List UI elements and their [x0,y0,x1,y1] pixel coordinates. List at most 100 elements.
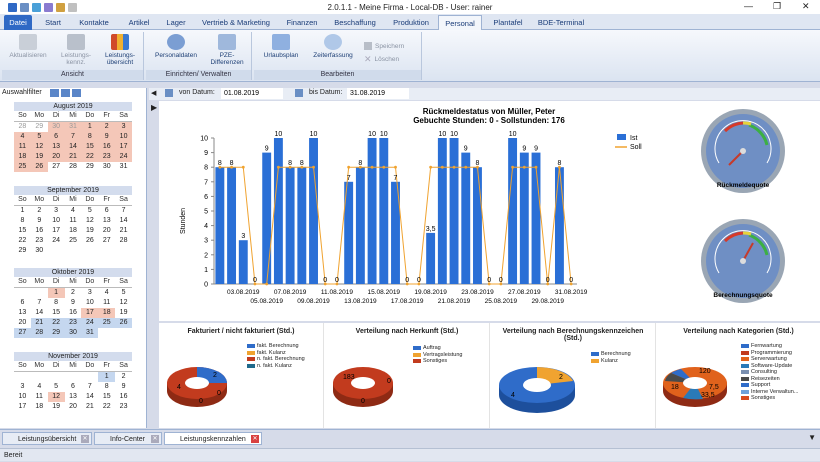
calendar-day[interactable]: 24 [52,237,61,244]
save-icon[interactable] [20,2,29,12]
filter-week-icon[interactable] [61,89,70,97]
calendar-day[interactable]: 16 [35,227,44,234]
calendar-day[interactable]: 3 [54,207,59,214]
calendar-day[interactable]: 11 [35,393,43,400]
calendar-day[interactable]: 23 [64,318,82,328]
calendar-day[interactable]: 7 [37,299,42,306]
calendar-day[interactable]: 6 [71,383,75,390]
calendar-day[interactable]: 17 [115,142,132,152]
calendar-day[interactable]: 8 [54,299,59,306]
calendar-day[interactable]: 9 [121,383,126,390]
calendar-day[interactable]: 23 [119,403,128,410]
calendar-day[interactable]: 6 [47,132,65,142]
calendar-day[interactable]: 27 [52,163,61,170]
close-tab-icon[interactable]: ✕ [251,435,259,443]
close-icon[interactable]: ✕ [802,1,810,11]
tab-finanzen[interactable]: Finanzen [286,18,318,27]
calendar-day[interactable]: 29 [18,247,27,254]
tab-lager[interactable]: Lager [166,18,186,27]
collapse-icon[interactable]: ◀ [151,90,157,97]
calendar-day[interactable]: 19 [85,227,94,234]
calendar-day[interactable]: 21 [64,152,82,162]
calendar-day[interactable]: 13 [102,217,111,224]
filter-day-icon[interactable] [50,89,59,97]
calendar-day[interactable]: 13 [69,393,77,400]
calendar-day[interactable]: 28 [30,328,48,338]
calendar-day[interactable]: 23 [35,237,44,244]
calendar-day[interactable]: 22 [47,318,65,328]
calendar-day[interactable]: 13 [18,309,27,316]
calendar-day[interactable]: 1 [98,372,116,382]
pze-differenzen-button[interactable]: PZE- Differenzen [206,34,248,66]
calendar-day[interactable]: 12 [119,299,128,306]
calendar-day[interactable]: 20 [18,319,27,326]
calendar-day[interactable]: 5 [121,289,126,296]
calendar-day[interactable]: 14 [35,309,44,316]
tab-kontakte[interactable]: Kontakte [79,18,109,27]
calendar-day[interactable]: 14 [64,142,82,152]
calendar-day[interactable]: 15 [81,142,99,152]
calendar-day[interactable]: 25 [69,237,77,244]
tab-vertrieb[interactable]: Vertrieb & Marketing [202,18,270,27]
calendar-day[interactable]: 10 [52,217,61,224]
calendar-day[interactable]: 8 [81,132,99,142]
calendar-day[interactable]: 25 [14,162,31,172]
refresh-button[interactable]: Aktualisieren [6,34,50,59]
calendar-day[interactable]: 15 [18,227,27,234]
calendar-day[interactable]: 4 [104,289,109,296]
von-datum-input[interactable] [221,88,283,99]
calendar-day[interactable]: 10 [18,393,27,400]
calendar-day[interactable]: 16 [98,142,116,152]
info-icon[interactable] [56,2,65,12]
calendar-day[interactable]: 29 [47,328,65,338]
calendar-day[interactable]: 19 [52,403,61,410]
calendar-day[interactable]: 6 [20,299,25,306]
calendar-day[interactable]: 14 [85,393,94,400]
calendar-day[interactable]: 12 [47,392,65,402]
calendar-day[interactable]: 9 [98,132,116,142]
calendar-day[interactable]: 3 [20,383,25,390]
help-icon[interactable] [44,2,53,12]
calendar-day[interactable]: 29 [35,123,44,130]
calendar-day[interactable]: 16 [119,393,128,400]
calendar-day[interactable]: 7 [64,132,82,142]
calendar-day[interactable]: 21 [30,318,48,328]
calendar-day[interactable]: 19 [30,152,48,162]
calendar-day[interactable]: 4 [71,207,75,214]
calendar-day[interactable]: 1 [81,122,99,132]
calendar-day[interactable]: 16 [69,309,77,316]
calendar-day[interactable]: 14 [119,217,128,224]
tab-datei[interactable]: Datei [4,15,32,30]
calendar-day[interactable]: 24 [115,152,132,162]
calendar-day[interactable]: 4 [14,132,31,142]
calendar-day[interactable]: 7 [121,207,126,214]
tab-list-dropdown-icon[interactable]: ▼ [808,433,816,442]
calendar-day[interactable]: 31 [119,163,128,170]
tab-artikel[interactable]: Artikel [128,18,150,27]
calendar-day[interactable]: 3 [87,289,92,296]
calendar-day[interactable]: 11 [14,142,31,152]
calendar-day[interactable]: 2 [37,207,42,214]
minimize-icon[interactable]: — [744,1,753,11]
calendar-day[interactable]: 23 [98,152,116,162]
close-tab-icon[interactable]: ✕ [151,435,159,443]
calendar-day[interactable]: 18 [35,403,44,410]
calendar-day[interactable]: 21 [85,403,94,410]
calendar-day[interactable]: 31 [81,328,99,338]
urlaubsplan-button[interactable]: Urlaubsplan [260,34,302,59]
calendar-day[interactable]: 17 [81,308,99,318]
calendar-day[interactable]: 28 [18,123,27,130]
zeiterfassung-button[interactable]: Zeiterfassung [308,34,358,59]
calendar-day[interactable]: 30 [47,122,65,132]
calendar-day[interactable]: 28 [119,237,128,244]
calendar-day[interactable]: 2 [71,289,75,296]
calendar-day[interactable]: 24 [81,318,99,328]
calendar-day[interactable]: 9 [37,217,42,224]
calendar-day[interactable]: 11 [69,217,77,224]
calendar-day[interactable]: 1 [47,288,65,298]
calendar-day[interactable]: 12 [30,142,48,152]
mail-icon[interactable] [32,2,41,12]
calendar-day[interactable]: 5 [54,383,59,390]
calendar-day[interactable]: 30 [64,328,82,338]
speichern-button[interactable]: Speichern [364,42,404,50]
